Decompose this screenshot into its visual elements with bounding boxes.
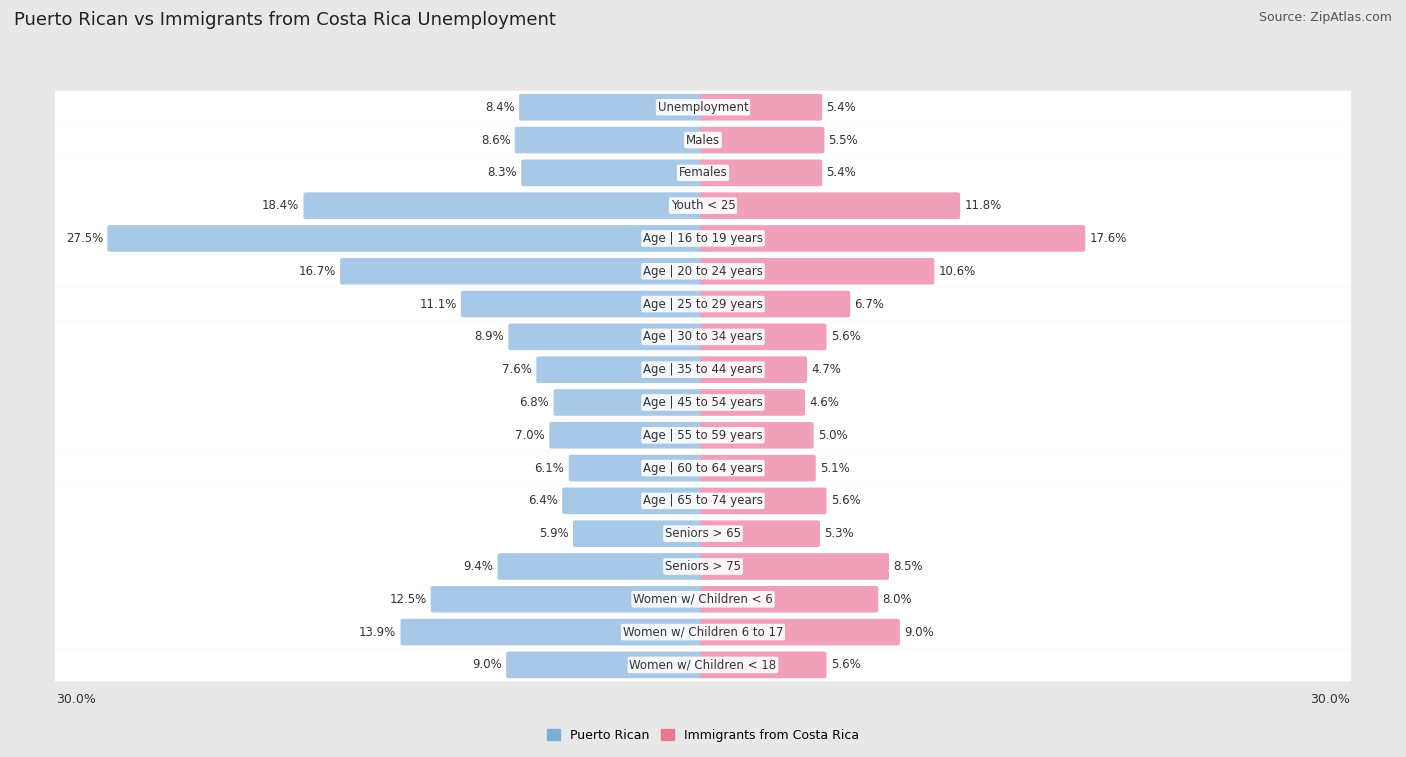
Text: 17.6%: 17.6% — [1090, 232, 1126, 245]
Text: Seniors > 75: Seniors > 75 — [665, 560, 741, 573]
Text: 9.4%: 9.4% — [464, 560, 494, 573]
Text: Women w/ Children < 6: Women w/ Children < 6 — [633, 593, 773, 606]
Text: 5.3%: 5.3% — [824, 527, 853, 540]
Text: 7.0%: 7.0% — [516, 428, 546, 442]
Text: 8.0%: 8.0% — [883, 593, 912, 606]
Text: 8.5%: 8.5% — [893, 560, 922, 573]
Text: 8.3%: 8.3% — [488, 167, 517, 179]
Text: Source: ZipAtlas.com: Source: ZipAtlas.com — [1258, 11, 1392, 24]
Text: Age | 45 to 54 years: Age | 45 to 54 years — [643, 396, 763, 409]
Text: 5.9%: 5.9% — [538, 527, 569, 540]
Text: 4.6%: 4.6% — [810, 396, 839, 409]
Text: 12.5%: 12.5% — [389, 593, 426, 606]
Text: Males: Males — [686, 133, 720, 147]
Text: 18.4%: 18.4% — [262, 199, 299, 212]
Text: 30.0%: 30.0% — [1310, 693, 1350, 706]
Legend: Puerto Rican, Immigrants from Costa Rica: Puerto Rican, Immigrants from Costa Rica — [541, 724, 865, 747]
Text: Age | 25 to 29 years: Age | 25 to 29 years — [643, 298, 763, 310]
Text: 8.4%: 8.4% — [485, 101, 515, 114]
Text: Age | 55 to 59 years: Age | 55 to 59 years — [643, 428, 763, 442]
Text: Unemployment: Unemployment — [658, 101, 748, 114]
Text: 6.8%: 6.8% — [520, 396, 550, 409]
Text: Youth < 25: Youth < 25 — [671, 199, 735, 212]
Text: 6.4%: 6.4% — [529, 494, 558, 507]
Text: 11.1%: 11.1% — [419, 298, 457, 310]
Text: 6.7%: 6.7% — [855, 298, 884, 310]
Text: 5.0%: 5.0% — [818, 428, 848, 442]
Text: 30.0%: 30.0% — [56, 693, 96, 706]
Text: Age | 60 to 64 years: Age | 60 to 64 years — [643, 462, 763, 475]
Text: 5.4%: 5.4% — [827, 167, 856, 179]
Text: 9.0%: 9.0% — [904, 625, 934, 639]
Text: 5.6%: 5.6% — [831, 659, 860, 671]
Text: 5.5%: 5.5% — [828, 133, 858, 147]
Text: 5.4%: 5.4% — [827, 101, 856, 114]
Text: 4.7%: 4.7% — [811, 363, 841, 376]
Text: Seniors > 65: Seniors > 65 — [665, 527, 741, 540]
Text: 5.6%: 5.6% — [831, 330, 860, 344]
Text: 27.5%: 27.5% — [66, 232, 103, 245]
Text: 7.6%: 7.6% — [502, 363, 531, 376]
Text: Females: Females — [679, 167, 727, 179]
Text: 9.0%: 9.0% — [472, 659, 502, 671]
Text: 13.9%: 13.9% — [359, 625, 396, 639]
Text: Age | 30 to 34 years: Age | 30 to 34 years — [643, 330, 763, 344]
Text: Age | 65 to 74 years: Age | 65 to 74 years — [643, 494, 763, 507]
Text: 5.6%: 5.6% — [831, 494, 860, 507]
Text: 11.8%: 11.8% — [965, 199, 1001, 212]
Text: Puerto Rican vs Immigrants from Costa Rica Unemployment: Puerto Rican vs Immigrants from Costa Ri… — [14, 11, 555, 30]
Text: Age | 16 to 19 years: Age | 16 to 19 years — [643, 232, 763, 245]
Text: 8.6%: 8.6% — [481, 133, 510, 147]
Text: Women w/ Children 6 to 17: Women w/ Children 6 to 17 — [623, 625, 783, 639]
Text: Age | 20 to 24 years: Age | 20 to 24 years — [643, 265, 763, 278]
Text: 6.1%: 6.1% — [534, 462, 564, 475]
Text: Women w/ Children < 18: Women w/ Children < 18 — [630, 659, 776, 671]
Text: 10.6%: 10.6% — [939, 265, 976, 278]
Text: Age | 35 to 44 years: Age | 35 to 44 years — [643, 363, 763, 376]
Text: 8.9%: 8.9% — [474, 330, 505, 344]
Text: 16.7%: 16.7% — [298, 265, 336, 278]
Text: 5.1%: 5.1% — [820, 462, 849, 475]
